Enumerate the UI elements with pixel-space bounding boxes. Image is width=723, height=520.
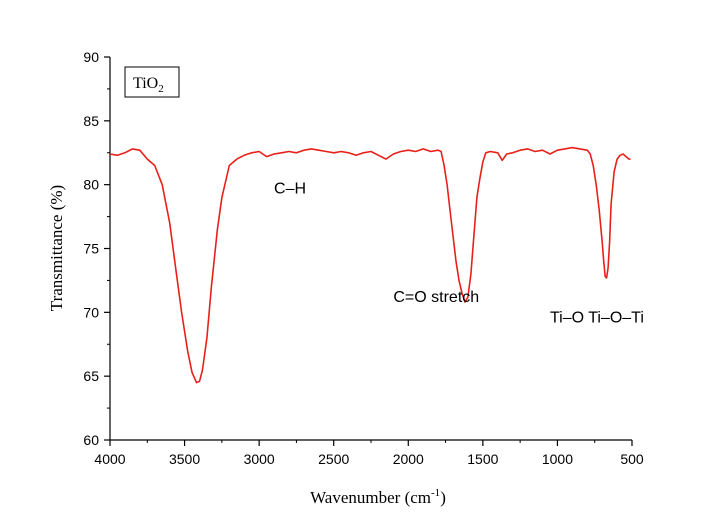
x-tick-label: 2000 [393, 451, 424, 467]
annotation-label: C=O stretch [393, 289, 479, 306]
x-ticks: 4000 3500 3000 2500 2000 1500 1000 500 [94, 440, 644, 467]
x-tick-label: 3500 [169, 451, 200, 467]
x-axis-title-superscript: -1 [431, 487, 440, 499]
y-tick-label: 65 [83, 368, 99, 384]
x-tick-label: 2500 [318, 451, 349, 467]
annotation-label: Ti–O Ti–O–Ti [550, 310, 644, 327]
legend-label: TiO2 [133, 75, 164, 95]
y-axis-title: Transmittance (%) [47, 185, 66, 311]
x-tick-label: 3000 [244, 451, 275, 467]
y-tick-label: 75 [83, 241, 99, 257]
y-ticks: 60 65 70 75 80 85 90 [83, 49, 110, 448]
axes-frame [109, 57, 632, 441]
series-line-tio2 [109, 146, 631, 384]
legend: TiO2 [124, 66, 180, 98]
annotations: C–H C=O stretch Ti–O Ti–O–Ti [274, 181, 644, 327]
y-tick-label: 60 [83, 432, 99, 448]
x-tick-label: 500 [620, 451, 644, 467]
y-tick-label: 85 [83, 113, 99, 129]
x-tick-label: 1000 [542, 451, 573, 467]
legend-box [124, 66, 180, 98]
y-tick-label: 90 [83, 49, 99, 65]
legend-label-subscript: 2 [158, 83, 164, 95]
x-tick-label: 1500 [467, 451, 498, 467]
annotation-label: C–H [274, 181, 306, 198]
x-axis-title-tail: ) [440, 488, 446, 507]
y-tick-label: 80 [83, 177, 99, 193]
y-tick-label: 70 [83, 304, 99, 320]
x-tick-label: 4000 [94, 451, 125, 467]
x-axis-title: Wavenumber (cm-1) [310, 487, 446, 507]
